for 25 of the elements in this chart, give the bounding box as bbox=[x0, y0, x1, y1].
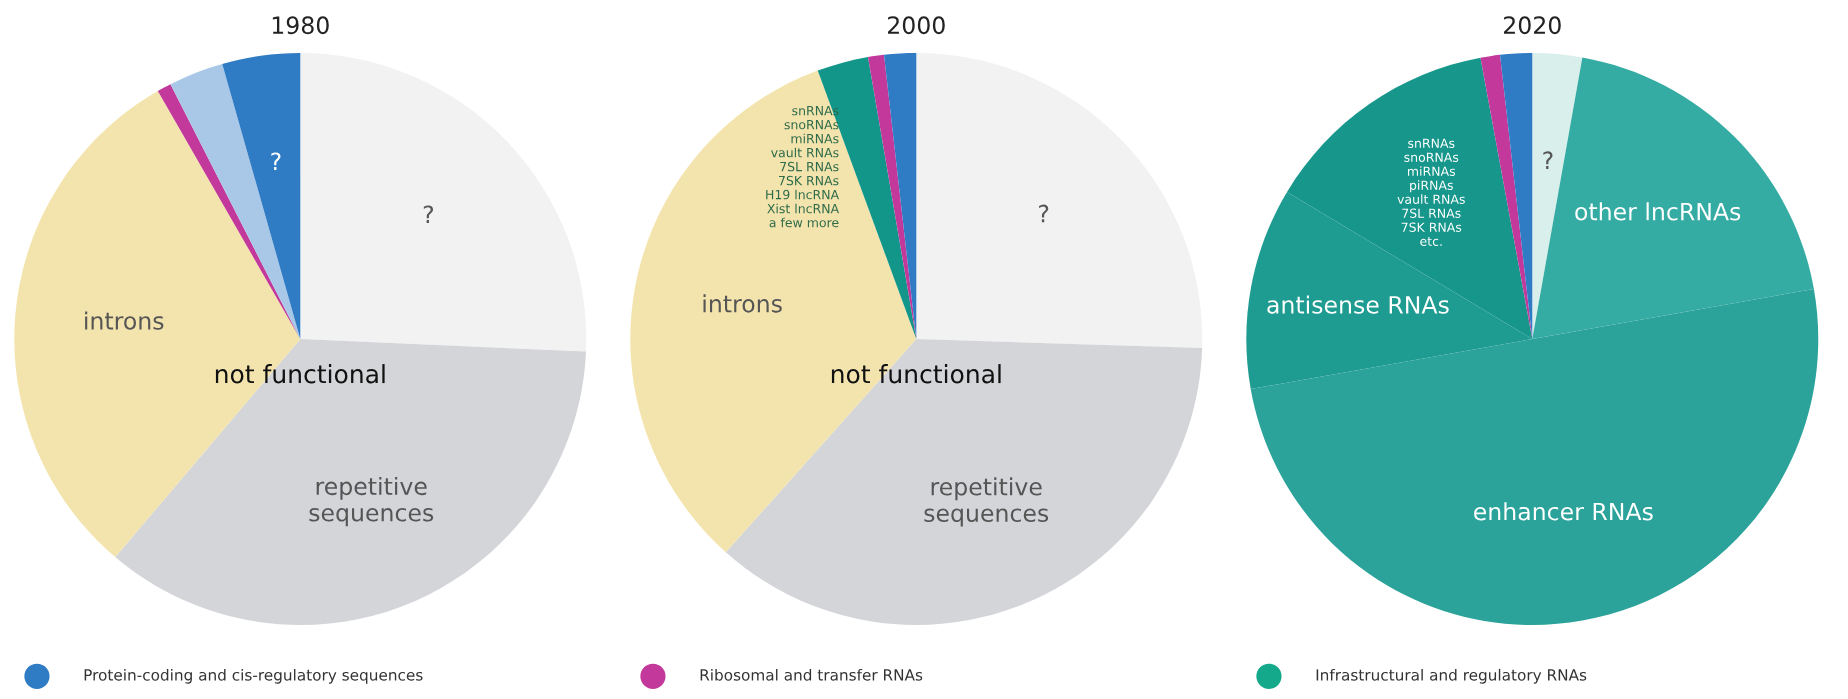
pie-slice bbox=[916, 53, 1203, 348]
slice-label: repetitive sequences bbox=[309, 476, 434, 527]
slice-label: ? bbox=[271, 152, 281, 170]
category-label: Infrastructural and regulatory RNAs bbox=[1316, 668, 1587, 684]
pie-slice bbox=[170, 63, 301, 340]
pie-slice bbox=[115, 339, 587, 626]
slice-label: repetitive sequences bbox=[924, 477, 1049, 527]
slice-label: ? bbox=[423, 205, 434, 223]
pie-slice bbox=[725, 339, 1203, 625]
slice-label: antisense RNAs bbox=[1267, 295, 1449, 314]
chart-title: 1980 bbox=[272, 16, 329, 35]
text: not functional bbox=[831, 364, 1001, 384]
chart-title: 2000 bbox=[887, 16, 945, 35]
slice-label: snRNAs snoRNAs miRNAs piRNAs vault RNAs 7SL RNAs 7SK RNAs etc. bbox=[1397, 138, 1465, 246]
slice-label: introns bbox=[85, 311, 164, 330]
slice-label: introns bbox=[703, 294, 782, 313]
slice-label: ? bbox=[1543, 151, 1553, 169]
slice-label: enhancer RNAs bbox=[1474, 502, 1653, 521]
slice-label: other lncRNAs bbox=[1575, 202, 1741, 221]
text: not functional bbox=[215, 364, 385, 384]
slice-label: ? bbox=[1039, 204, 1049, 223]
pie-slice bbox=[300, 53, 587, 352]
chart-title: 2020 bbox=[1503, 16, 1561, 35]
category-label: Ribosomal and transfer RNAs bbox=[700, 668, 923, 681]
category-label: Protein-coding and cis-regulatory sequences bbox=[84, 668, 423, 684]
